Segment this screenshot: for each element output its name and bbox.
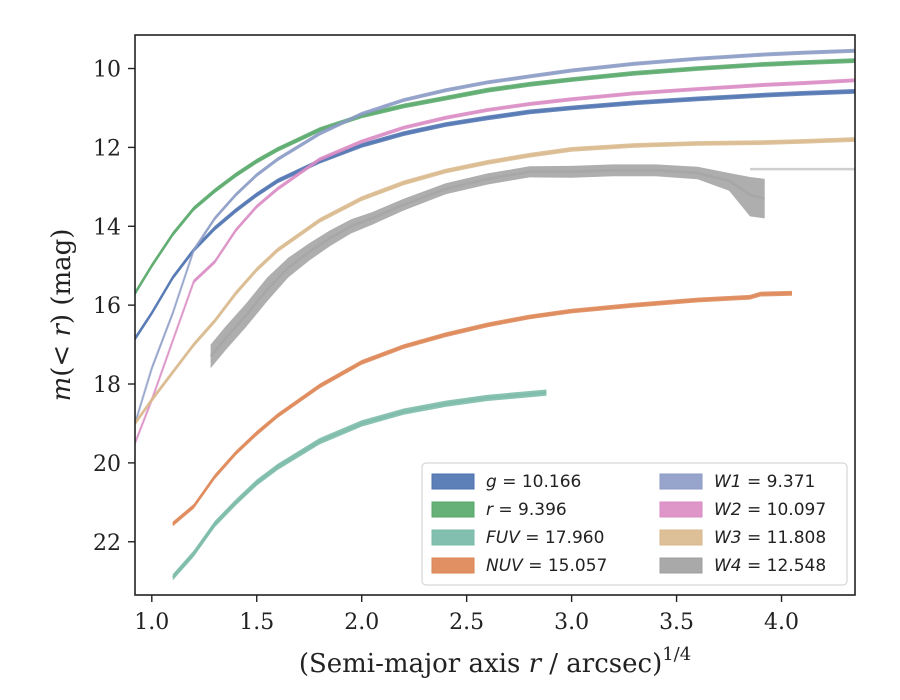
legend-swatch-w3 [659,529,703,546]
y-tick-label: 14 [93,215,121,240]
legend-label-w3: W3 = 11.808 [714,528,826,548]
series-nuv [171,290,793,527]
x-tick-label: 3.5 [659,610,694,635]
legend-label-w4: W4 = 12.548 [714,556,826,576]
series-line-fuv [171,391,547,579]
x-tick-label: 2.5 [449,610,484,635]
legend: g = 10.166 r = 9.396 FUV = 17.960 NUV = 15.… [421,462,848,586]
series-r [135,58,855,296]
series-w1 [135,48,855,426]
x-tick-label: 1.0 [134,610,169,635]
y-axis-label: m(< r) (mag) [47,229,77,402]
series-line-w3 [135,138,855,425]
x-axis-label: (Semi-major axis r / arcsec)1/4 [299,644,691,679]
legend-box [421,462,848,586]
x-tick-label: 4.0 [764,610,799,635]
series-fuv [171,389,547,581]
y-tick-label: 12 [93,136,121,161]
legend-swatch-g [431,473,475,490]
y-tick-label: 20 [93,452,121,477]
series-w3 [135,137,855,426]
series-line-w4 [209,169,766,358]
series-w4 [209,164,855,369]
legend-label-r: r = 9.396 [486,500,567,520]
y-tick-label: 10 [93,58,121,83]
y-tick-label: 16 [93,294,121,319]
series-band-w2 [135,78,855,446]
legend-label-fuv: FUV = 17.960 [486,528,604,548]
plot-frame [134,34,856,596]
series-layer [135,48,855,581]
legend-swatch-nuv [431,557,475,574]
x-tick-label: 2.0 [344,610,379,635]
series-line-w2 [135,79,855,444]
legend-label-w1: W1 = 9.371 [714,472,815,492]
legend-swatch-r [431,501,475,518]
series-w2 [135,78,855,446]
legend-label-g: g = 10.166 [486,472,581,492]
legend-swatch-fuv [431,529,475,546]
series-line-r [135,59,855,294]
x-tick-label: 3.0 [554,610,589,635]
series-line-g [135,90,855,340]
legend-swatch-w1 [659,473,703,490]
legend-label-nuv: NUV = 15.057 [486,556,607,576]
series-band-g [135,89,855,341]
legend-label-w2: W2 = 10.097 [714,500,826,520]
x-axis-ticks: 1.0 1.5 2.0 2.5 3.0 3.5 4.0 [134,595,799,635]
series-line-w1 [135,49,855,424]
series-band-w1 [135,48,855,426]
legend-swatch-w2 [659,501,703,518]
x-tick-label: 1.5 [239,610,274,635]
series-line-nuv [171,292,793,525]
y-tick-label: 18 [93,373,121,398]
legend-swatch-w4 [659,557,703,574]
y-axis-ticks: 10 12 14 16 18 20 22 [93,58,135,556]
series-g [135,89,855,341]
y-tick-label: 22 [93,531,121,556]
series-band-w4 [210,164,765,369]
